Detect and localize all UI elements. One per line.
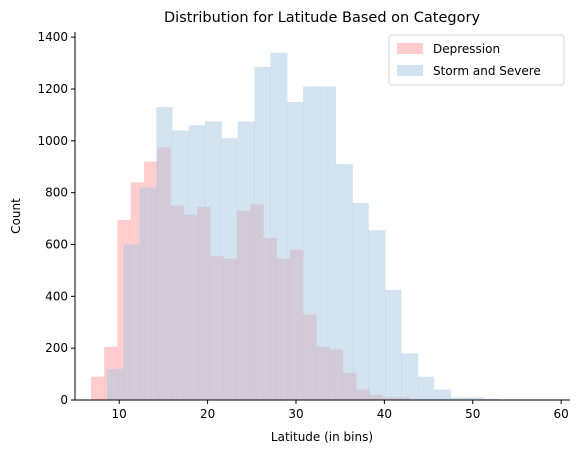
x-axis-ticks: 10 20 30 40 50 60 bbox=[112, 400, 569, 421]
x-tick-label: 40 bbox=[377, 407, 392, 421]
series-storm-and-severe bbox=[106, 52, 550, 401]
histogram-bar bbox=[123, 244, 140, 400]
y-tick-label: 0 bbox=[60, 393, 68, 407]
histogram-bar bbox=[450, 397, 467, 400]
x-tick-label: 20 bbox=[200, 407, 215, 421]
histogram-bar bbox=[106, 368, 124, 400]
y-tick-label: 1400 bbox=[37, 30, 68, 44]
y-tick-label: 600 bbox=[45, 238, 68, 252]
histogram-bars bbox=[90, 52, 550, 401]
histogram-bar bbox=[352, 203, 369, 400]
histogram-bar bbox=[254, 66, 271, 401]
histogram-bar bbox=[287, 101, 304, 400]
y-tick-label: 1000 bbox=[37, 134, 68, 148]
legend-label-storm-and-severe: Storm and Severe bbox=[433, 64, 541, 78]
y-tick-label: 1200 bbox=[37, 82, 68, 96]
histogram-bar bbox=[483, 398, 500, 400]
histogram-bar bbox=[466, 397, 484, 400]
x-tick-label: 60 bbox=[554, 407, 569, 421]
histogram-bar bbox=[303, 86, 321, 401]
histogram-bar bbox=[270, 52, 288, 400]
legend: Depression Storm and Severe bbox=[388, 34, 565, 86]
legend-label-depression: Depression bbox=[433, 42, 500, 56]
y-tick-label: 400 bbox=[45, 289, 68, 303]
y-axis-label: Count bbox=[9, 198, 23, 234]
histogram-bar bbox=[401, 353, 419, 400]
x-tick-label: 50 bbox=[465, 407, 480, 421]
histogram-bar bbox=[417, 376, 435, 400]
histogram-bar bbox=[368, 230, 386, 400]
x-axis-label: Latitude (in bins) bbox=[271, 430, 373, 444]
histogram-bar bbox=[335, 164, 353, 400]
y-tick-label: 800 bbox=[45, 186, 68, 200]
histogram-bar bbox=[221, 138, 238, 400]
y-tick-label: 200 bbox=[45, 341, 68, 355]
legend-swatch-depression bbox=[397, 43, 423, 54]
histogram-bar bbox=[189, 125, 206, 401]
x-tick-label: 30 bbox=[288, 407, 303, 421]
histogram-bar bbox=[156, 107, 173, 401]
legend-swatch-storm-and-severe bbox=[397, 65, 423, 76]
histogram-bar bbox=[433, 389, 451, 400]
histogram-bar bbox=[204, 121, 223, 400]
x-tick-label: 10 bbox=[112, 407, 127, 421]
y-axis-ticks: 0 200 400 600 800 1000 1200 1400 bbox=[37, 30, 75, 407]
legend-frame bbox=[388, 34, 565, 86]
histogram-bar bbox=[319, 86, 337, 401]
histogram-bar bbox=[90, 376, 105, 400]
histogram-bar bbox=[237, 121, 255, 400]
histogram-bar bbox=[385, 289, 402, 400]
histogram-bar bbox=[139, 187, 157, 400]
chart-title: Distribution for Latitude Based on Categ… bbox=[164, 10, 480, 26]
histogram-bar bbox=[172, 130, 190, 401]
